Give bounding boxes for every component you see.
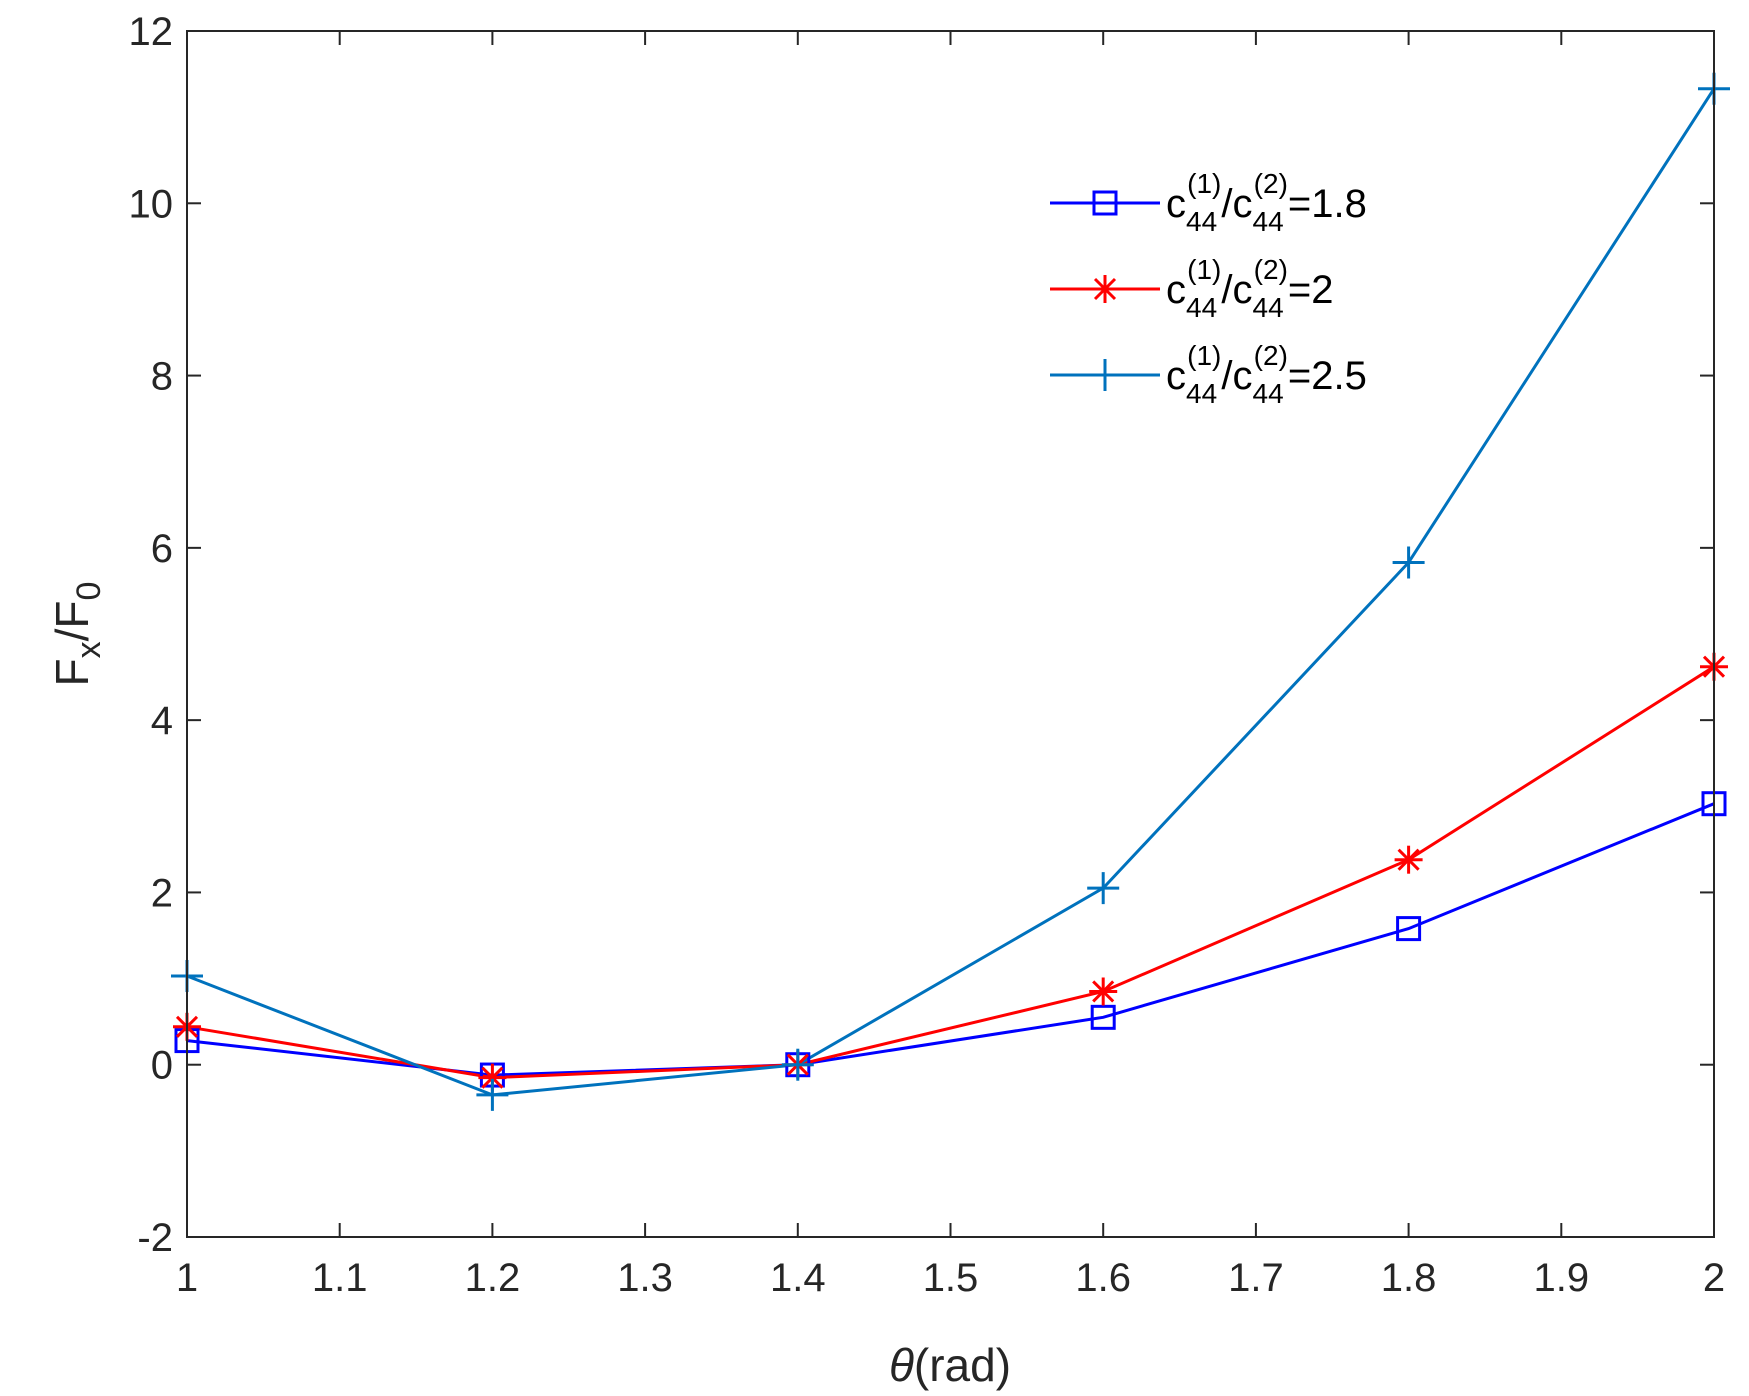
y-tick-label: 4: [151, 699, 173, 743]
x-tick-label: 1.6: [1075, 1256, 1131, 1300]
data-point-square: [1396, 916, 1422, 942]
y-axis-label-sep: /F: [46, 600, 98, 641]
legend-marker-asterisk: [1091, 275, 1119, 303]
legend-label: c44(1)/c44(2)=2.5: [1166, 340, 1367, 409]
data-point-plus: [1392, 546, 1425, 579]
x-tick-label: 1.1: [312, 1256, 368, 1300]
legend-label: c44(1)/c44(2)=2: [1166, 254, 1334, 323]
y-tick-label: 12: [129, 10, 174, 54]
plot-frame: [186, 30, 1715, 1238]
y-axis-label: Fx/F0: [46, 582, 108, 687]
x-tick-label: 1.9: [1533, 1256, 1589, 1300]
y-tick-label: 2: [151, 871, 173, 915]
legend-entry: c44(1)/c44(2)=2: [1050, 254, 1334, 323]
data-point-asterisk: [1089, 977, 1118, 1006]
x-tick-label: 1.2: [465, 1256, 521, 1300]
plot-area: [187, 31, 1714, 1237]
legend-entry: c44(1)/c44(2)=2.5: [1050, 340, 1367, 409]
x-tick-label: 1.5: [923, 1256, 979, 1300]
legend: c44(1)/c44(2)=1.8 c44(1)/c44(2)=2 c44(1)…: [1036, 168, 1404, 423]
y-tick-label: 10: [129, 182, 174, 226]
y-tick-label: 6: [151, 527, 173, 571]
series-line: [186, 87, 1716, 1097]
y-tick-label: 8: [151, 355, 173, 399]
x-axis-unit: (rad): [914, 1339, 1011, 1391]
y-axis-label-sub2: 0: [70, 582, 108, 601]
legend-label: c44(1)/c44(2)=1.8: [1166, 168, 1367, 237]
x-axis-label: θ(rad): [889, 1339, 1011, 1391]
y-axis-label-main: F: [46, 658, 98, 686]
legend-marker-square: [1092, 190, 1118, 216]
x-tick-label: 1.7: [1228, 1256, 1284, 1300]
x-tick-label: 2: [1703, 1256, 1725, 1300]
data-point-plus: [1087, 872, 1120, 905]
x-tick-label: 1.4: [770, 1256, 826, 1300]
x-tick-label: 1: [176, 1256, 198, 1300]
y-tick-label: 0: [151, 1044, 173, 1088]
x-tick-labels: 1 1.1 1.2 1.3 1.4 1.5 1.6 1.7 1.8 1.9 2: [176, 1256, 1725, 1300]
legend-entry: c44(1)/c44(2)=1.8: [1050, 168, 1367, 237]
data-point-plus: [781, 1048, 814, 1081]
data-point-asterisk: [1394, 845, 1423, 874]
x-tick-label: 1.3: [617, 1256, 673, 1300]
legend-marker-plus: [1089, 359, 1121, 391]
y-tick-label: -2: [137, 1216, 173, 1260]
series-lines: [186, 87, 1716, 1097]
data-point-square: [1090, 1004, 1116, 1030]
x-tick-label: 1.8: [1381, 1256, 1437, 1300]
y-axis-label-sub1: x: [70, 641, 108, 658]
x-axis-symbol: θ: [889, 1339, 914, 1391]
y-tick-labels: -2 0 2 4 6 8 10 12: [129, 10, 174, 1260]
data-point-plus: [476, 1078, 509, 1111]
series-line: [186, 665, 1715, 1080]
